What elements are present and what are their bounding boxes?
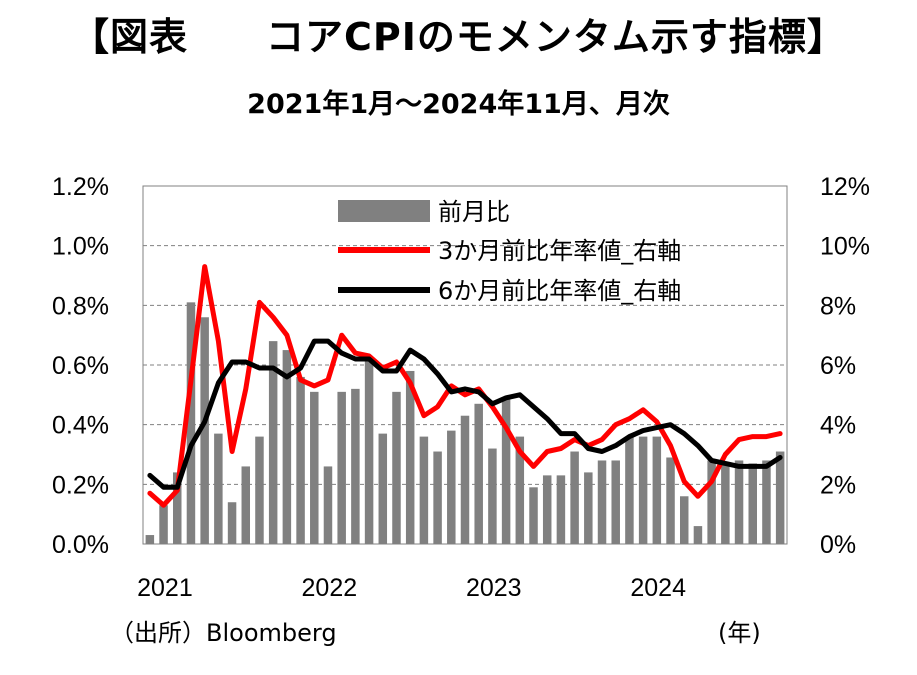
bar <box>693 526 703 544</box>
bar <box>351 388 360 544</box>
bar <box>474 403 483 544</box>
bar <box>584 472 593 544</box>
bar <box>200 317 209 544</box>
y-right-tick-label: 6% <box>820 352 856 380</box>
bar <box>241 466 251 544</box>
legend-swatch-bar <box>338 200 430 222</box>
bar <box>364 359 374 544</box>
x-tick-label: 2021 <box>137 574 193 602</box>
chart-subtitle: 2021年1月～2024年11月、月次 <box>247 89 670 120</box>
y-left-tick-label: 0.4% <box>52 412 109 440</box>
bar <box>186 302 196 544</box>
bar <box>296 376 305 544</box>
bar <box>652 436 662 544</box>
y-left-tick-label: 1.2% <box>52 173 109 201</box>
x-tick-label: 2024 <box>630 574 686 602</box>
year-unit-label: (年) <box>718 619 761 647</box>
line-series <box>147 264 783 508</box>
bar <box>214 433 223 544</box>
y-left-tick-label: 0.6% <box>52 352 109 380</box>
bar <box>625 436 634 544</box>
bar <box>762 460 771 544</box>
bar <box>501 397 511 544</box>
bar <box>310 391 319 544</box>
bar <box>282 350 292 544</box>
y-left-tick-label: 0.2% <box>52 471 109 499</box>
legend-label: 6か月前比年率値_右軸 <box>438 277 681 305</box>
bar <box>488 448 497 544</box>
bar <box>337 391 346 544</box>
x-tick-label: 2022 <box>302 574 358 602</box>
y-right-tick-label: 2% <box>820 471 856 499</box>
bar <box>707 460 716 544</box>
bar <box>323 466 333 544</box>
bar <box>529 487 538 544</box>
bar-series <box>145 302 785 544</box>
bar <box>666 457 675 544</box>
bar <box>227 502 237 544</box>
bar <box>268 341 278 544</box>
y-left-tick-label: 0.8% <box>52 292 109 320</box>
y-right-tick-label: 0% <box>820 531 856 559</box>
bar <box>159 505 168 544</box>
bar <box>433 451 442 544</box>
legend-label: 3か月前比年率値_右軸 <box>438 237 681 265</box>
source-note: （出所）Bloomberg <box>110 619 337 647</box>
bar <box>597 460 607 544</box>
y-right-tick-label: 12% <box>820 173 870 201</box>
bar <box>611 460 620 544</box>
bar <box>460 415 470 544</box>
line-6m-annualized <box>147 338 783 490</box>
bar <box>515 436 525 544</box>
bar <box>679 496 689 544</box>
bar <box>734 460 744 544</box>
bar <box>392 391 401 544</box>
bar <box>173 472 182 544</box>
bar <box>775 451 785 544</box>
bar <box>542 475 552 544</box>
bar <box>419 436 429 544</box>
bar <box>255 436 264 544</box>
legend: 前月比 3か月前比年率値_右軸 6か月前比年率値_右軸 <box>338 198 681 305</box>
legend-label: 前月比 <box>438 198 510 226</box>
bar <box>378 433 388 544</box>
bar <box>447 430 456 544</box>
line-3m-annualized <box>147 264 783 508</box>
bar <box>145 535 155 544</box>
bar <box>638 436 648 544</box>
bar <box>405 370 415 544</box>
y-right-tick-label: 4% <box>820 412 856 440</box>
y-left-tick-label: 1.0% <box>52 233 109 261</box>
plot-frame <box>142 185 788 545</box>
y-right-tick-label: 10% <box>820 233 870 261</box>
bar <box>748 463 757 544</box>
y-left-tick-label: 0.0% <box>52 531 109 559</box>
y-right-tick-label: 8% <box>820 292 856 320</box>
bar <box>556 475 566 544</box>
chart-title: 【図表 コアCPIのモメンタム示す指標】 <box>71 15 846 59</box>
bar <box>721 463 730 544</box>
x-tick-label: 2023 <box>466 574 522 602</box>
axes: 0.0% 0% 0.2% 2% 0.4% 4% 0.6% 6% 0.8% 8% 1.0% 10% 1.2… <box>52 173 870 602</box>
bar <box>570 451 579 544</box>
